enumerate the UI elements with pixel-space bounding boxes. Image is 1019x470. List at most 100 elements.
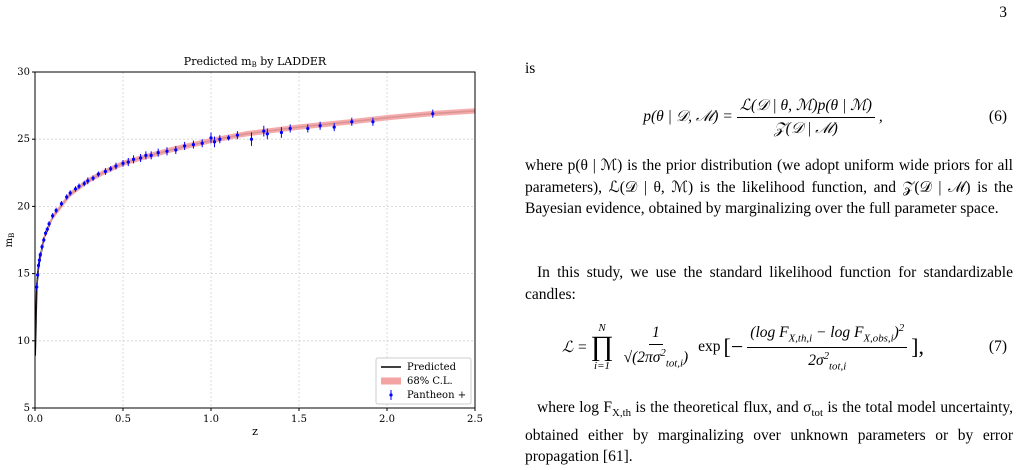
y-tick-label: 30 (17, 67, 30, 78)
equation-number: (6) (988, 108, 1007, 125)
eq-prod-sign: ∏ (590, 331, 614, 362)
data-point (183, 144, 187, 148)
eq-lhs: p(θ | 𝒟, ℳ) = (643, 108, 733, 125)
data-point (126, 160, 130, 164)
data-point (318, 124, 322, 128)
data-point (86, 179, 90, 183)
data-point (96, 172, 100, 176)
data-point (156, 151, 160, 155)
data-point (109, 167, 113, 171)
data-point (139, 156, 143, 160)
y-tick-label: 15 (17, 268, 30, 279)
paragraph: where p(θ | ℳ) is the prior distribution… (525, 157, 1013, 217)
legend-box (375, 357, 472, 405)
eq-fraction: ℒ(𝒟 | θ, ℳ)p(θ | ℳ) 𝒵(𝒟 | ℳ) (736, 96, 875, 138)
confidence-band (35, 108, 475, 359)
data-point (249, 137, 254, 141)
data-point (82, 181, 86, 186)
data-point (191, 142, 195, 147)
y-tick-label: 20 (17, 201, 30, 212)
data-point (47, 222, 51, 226)
page-number: 3 (999, 4, 1007, 21)
data-point (218, 137, 222, 141)
data-point (262, 129, 266, 133)
y-axis-label: mB​ (4, 233, 17, 248)
data-point (54, 208, 58, 213)
data-point (35, 285, 39, 289)
x-tick-label: 0.0 (27, 414, 43, 425)
x-tick-label: 2.5 (467, 414, 483, 425)
equation-6: p(θ | 𝒟, ℳ) = ℒ(𝒟 | θ, ℳ)p(θ | ℳ) 𝒵(𝒟 | … (513, 96, 1013, 138)
data-point (165, 149, 169, 153)
data-point (371, 120, 375, 124)
eq-close: ], (911, 334, 924, 359)
legend-label: Predicted (407, 362, 457, 373)
x-tick-label: 1.0 (203, 414, 219, 425)
eq-numerator: ℒ(𝒟 | θ, ℳ)p(θ | ℳ) (736, 96, 875, 118)
data-point (200, 141, 204, 145)
data-point (38, 253, 42, 257)
data-point (265, 132, 269, 136)
eq-open: [− (723, 334, 744, 359)
eq-tail: , (878, 108, 883, 125)
y-tick-label: 5 (24, 403, 30, 414)
data-point (306, 126, 310, 131)
data-point (121, 161, 125, 165)
data-point (209, 136, 213, 140)
data-point (45, 227, 49, 231)
data-point (131, 157, 136, 161)
eq-denominator: 𝒵(𝒟 | ℳ) (773, 120, 838, 137)
eq-denominator: √(2πσ2tot,i) (623, 347, 689, 370)
data-point (279, 130, 283, 135)
data-point (43, 231, 48, 235)
data-point (40, 245, 44, 249)
x-tick-label: 0.5 (115, 414, 131, 425)
x-axis-label: z (252, 425, 258, 438)
data-point (42, 238, 46, 242)
paragraph: where log FX,th is the theoretical flux,… (525, 399, 1014, 466)
y-tick-label: 10 (17, 335, 30, 346)
legend-label: Pantheon + (407, 390, 466, 401)
data-point (350, 120, 354, 124)
y-tick-label: 25 (17, 134, 30, 145)
legend-swatch (381, 377, 401, 385)
prediction-line (35, 110, 475, 356)
data-point (144, 153, 148, 157)
eq-prod-top: N (598, 322, 606, 334)
lead-text: is (525, 60, 536, 77)
data-point (65, 195, 69, 199)
x-tick-label: 2.0 (379, 414, 395, 425)
data-point (59, 202, 64, 206)
plot-area (35, 108, 475, 359)
data-point (227, 136, 231, 140)
plot-frame (34, 71, 476, 409)
data-point (73, 187, 78, 191)
eq-numerator: (log FX,th,i − log FX,obs,i)2 (747, 322, 908, 348)
eq-denominator: 2σ2tot,i (808, 349, 847, 372)
eq-product: N ∏ i=1 (591, 322, 614, 372)
data-point (91, 176, 95, 180)
data-point (36, 263, 41, 268)
data-point (114, 164, 118, 168)
data-point (288, 126, 292, 131)
eq-fraction: (log FX,th,i − log FX,obs,i)2 2σ2tot,i (747, 322, 908, 372)
legend-label: 68% C.L. (407, 376, 453, 387)
data-point (37, 258, 42, 262)
data-point (36, 273, 40, 277)
eq-numerator: 1 (648, 324, 663, 346)
equation-number: (7) (988, 338, 1007, 355)
eq-prod-bottom: i=1 (594, 360, 611, 372)
data-point (332, 125, 336, 129)
data-point (77, 184, 81, 188)
equation-7: ℒ = N ∏ i=1 1 √(2πσ2tot,i) exp [− (log F… (513, 322, 1013, 372)
chart: Predicted mB​ by LADDER z mB​ 0.0 0.5 1.0 1… (4, 55, 483, 438)
data-point (235, 133, 239, 137)
data-point (51, 214, 55, 218)
data-point (68, 191, 72, 195)
data-point (212, 140, 217, 144)
data-point (149, 153, 153, 157)
eq-lhs: ℒ = (562, 338, 588, 356)
eq-exp: exp (698, 338, 721, 355)
